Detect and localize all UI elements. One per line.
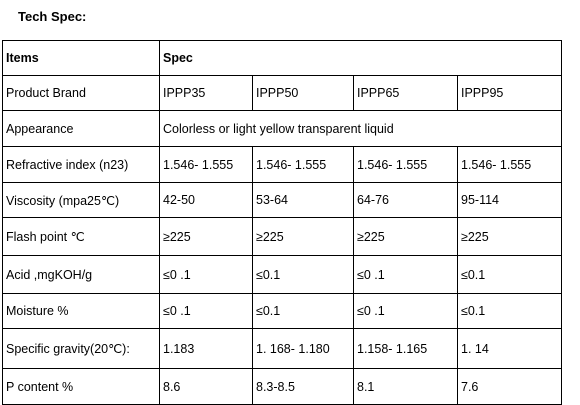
cell: IPPP35: [159, 75, 253, 111]
cell: 8.6: [159, 368, 253, 405]
cell: ≥225: [252, 217, 354, 256]
cell: 8.3-8.5: [252, 368, 354, 405]
cell: ≤0.1: [252, 255, 354, 294]
cell: 1.546- 1.555: [353, 146, 458, 183]
table-header-row: Items Spec: [2, 40, 562, 76]
cell: 1.546- 1.555: [252, 146, 354, 183]
cell: 7.6: [457, 368, 562, 405]
cell: ≤0 .1: [353, 255, 458, 294]
row-label: Moisture %: [2, 293, 160, 329]
table-row: P content % 8.6 8.3-8.5 8.1 7.6: [2, 368, 562, 405]
row-label: Flash point ℃: [2, 217, 160, 256]
cell: 1.546- 1.555: [159, 146, 253, 183]
cell: ≤0.1: [252, 293, 354, 329]
cell: ≤0 .1: [159, 255, 253, 294]
cell: 1.546- 1.555: [457, 146, 562, 183]
table-row: Product Brand IPPP35 IPPP50 IPPP65 IPPP9…: [2, 75, 562, 111]
cell: 53-64: [252, 182, 354, 218]
cell: 95-114: [457, 182, 562, 218]
cell: IPPP50: [252, 75, 354, 111]
cell: 1.183: [159, 328, 253, 369]
table-row: Flash point ℃ ≥225 ≥225 ≥225 ≥225: [2, 217, 562, 256]
cell: ≤0 .1: [159, 293, 253, 329]
table-row: Appearance Colorless or light yellow tra…: [2, 110, 562, 147]
header-spec: Spec: [159, 40, 562, 76]
page-title: Tech Spec:: [18, 9, 87, 24]
table-row: Refractive index (n23) 1.546- 1.555 1.54…: [2, 146, 562, 183]
table-row: Viscosity (mpa25℃) 42-50 53-64 64-76 95-…: [2, 182, 562, 218]
header-items: Items: [2, 40, 160, 76]
cell: 8.1: [353, 368, 458, 405]
tech-spec-table: Items Spec Product Brand IPPP35 IPPP50 I…: [2, 40, 562, 405]
row-label: Acid ,mgKOH/g: [2, 255, 160, 294]
cell: 1.158- 1.165: [353, 328, 458, 369]
row-label: Viscosity (mpa25℃): [2, 182, 160, 218]
cell: ≥225: [159, 217, 253, 256]
merged-cell: Colorless or light yellow transparent li…: [159, 110, 562, 147]
row-label: P content %: [2, 368, 160, 405]
cell: ≥225: [457, 217, 562, 256]
row-label: Appearance: [2, 110, 160, 147]
cell: ≤0.1: [457, 293, 562, 329]
cell: ≤0.1: [457, 255, 562, 294]
cell: 1. 168- 1.180: [252, 328, 354, 369]
table-row: Specific gravity(20℃): 1.183 1. 168- 1.1…: [2, 328, 562, 369]
table-row: Acid ,mgKOH/g ≤0 .1 ≤0.1 ≤0 .1 ≤0.1: [2, 255, 562, 294]
cell: 1. 14: [457, 328, 562, 369]
cell: ≤0 .1: [353, 293, 458, 329]
cell: IPPP95: [457, 75, 562, 111]
cell: IPPP65: [353, 75, 458, 111]
table-row: Moisture % ≤0 .1 ≤0.1 ≤0 .1 ≤0.1: [2, 293, 562, 329]
row-label: Specific gravity(20℃):: [2, 328, 160, 369]
cell: ≥225: [353, 217, 458, 256]
cell: 42-50: [159, 182, 253, 218]
row-label: Refractive index (n23): [2, 146, 160, 183]
row-label: Product Brand: [2, 75, 160, 111]
cell: 64-76: [353, 182, 458, 218]
